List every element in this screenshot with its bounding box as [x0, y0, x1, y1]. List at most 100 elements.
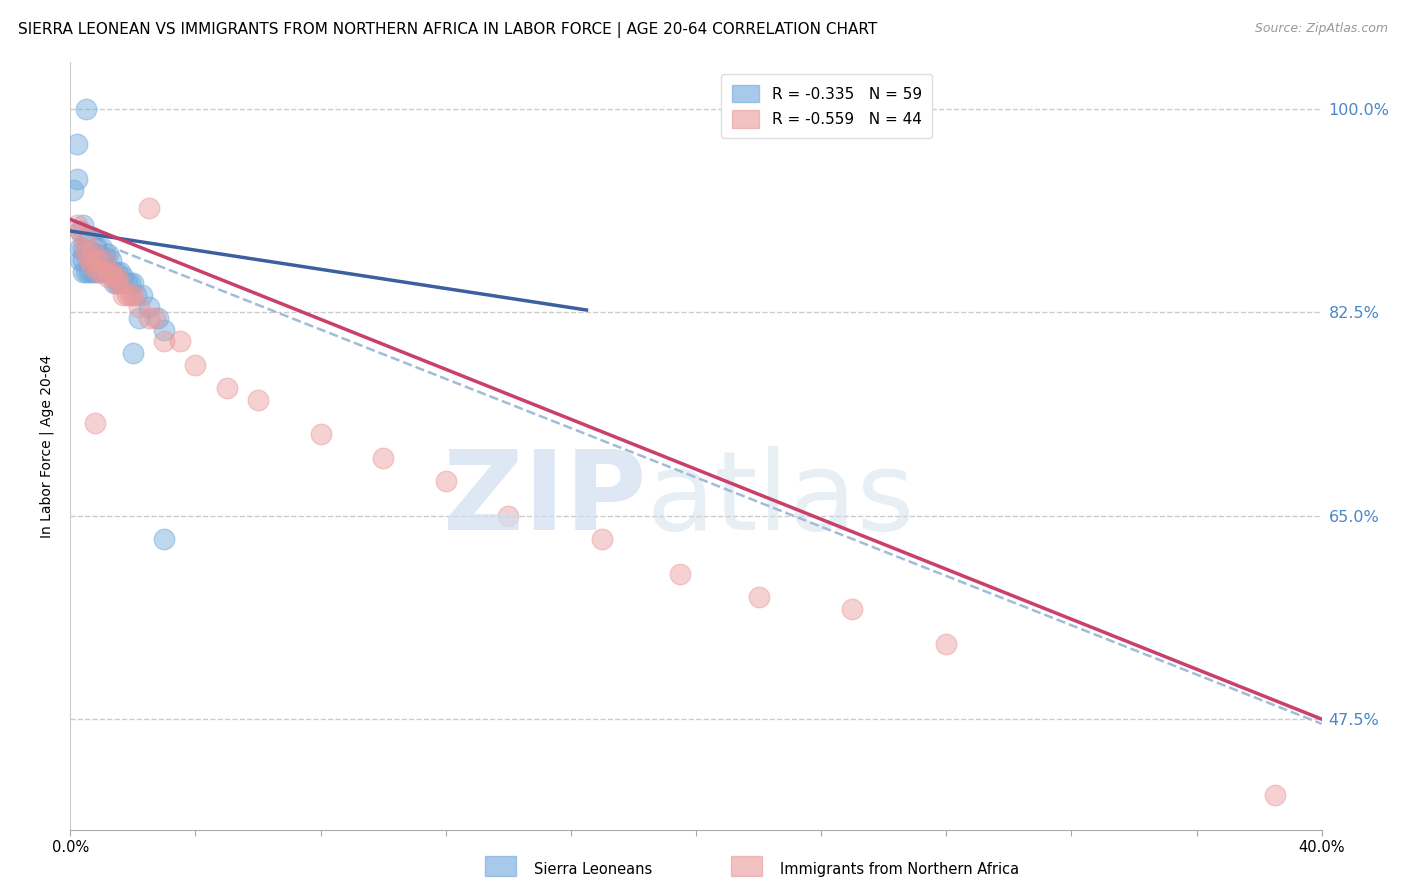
Point [84, 253, 107, 268]
Text: Sierra Leoneans: Sierra Leoneans [534, 863, 652, 877]
Point [75, 102, 97, 116]
Point [77, 253, 100, 268]
Point [935, 637, 957, 651]
Point [82, 241, 104, 255]
Point [371, 450, 394, 465]
Point [97, 270, 120, 285]
Point [65, 136, 87, 151]
Point [103, 270, 125, 285]
Point [103, 277, 125, 291]
Point [138, 201, 160, 215]
Point [146, 311, 169, 326]
Point [69, 224, 91, 238]
Point [77, 229, 100, 244]
Point [82, 229, 104, 244]
Point [75, 241, 97, 255]
Point [169, 334, 191, 349]
Point [121, 277, 145, 291]
Point [184, 358, 207, 372]
Point [121, 288, 145, 302]
Point [87, 265, 110, 279]
Point [110, 265, 132, 279]
Point [65, 171, 87, 186]
Point [87, 265, 110, 279]
Point [90, 265, 112, 279]
Point [82, 253, 104, 268]
Point [97, 265, 120, 279]
Point [143, 311, 166, 326]
Point [100, 265, 122, 279]
Point [82, 241, 104, 255]
Point [153, 532, 176, 546]
Point [118, 288, 141, 302]
Point [103, 265, 125, 279]
Point [97, 247, 120, 261]
Point [105, 265, 128, 279]
Text: Immigrants from Northern Africa: Immigrants from Northern Africa [780, 863, 1019, 877]
Point [498, 508, 520, 523]
Point [841, 601, 863, 615]
Point [75, 241, 97, 255]
Point [90, 265, 112, 279]
Point [215, 381, 238, 395]
Point [434, 474, 457, 488]
Point [75, 247, 97, 261]
Text: ZIP: ZIP [443, 446, 645, 553]
Point [69, 241, 91, 255]
Y-axis label: In Labor Force | Age 20-64: In Labor Force | Age 20-64 [39, 354, 53, 538]
Point [72, 265, 94, 279]
Point [105, 277, 128, 291]
Point [138, 311, 160, 326]
Legend: R = -0.335   N = 59, R = -0.559   N = 44: R = -0.335 N = 59, R = -0.559 N = 44 [721, 74, 932, 138]
Point [72, 253, 94, 268]
Point [128, 311, 150, 326]
Point [65, 218, 87, 232]
Point [84, 265, 107, 279]
Point [97, 265, 120, 279]
Point [115, 288, 138, 302]
Point [72, 229, 94, 244]
Point [1264, 788, 1286, 802]
Point [669, 566, 692, 581]
Point [93, 265, 115, 279]
Point [121, 346, 145, 360]
Point [72, 218, 94, 232]
Point [93, 247, 115, 261]
Point [153, 334, 176, 349]
Point [82, 259, 104, 273]
Point [84, 241, 107, 255]
Text: atlas: atlas [645, 446, 914, 553]
Point [93, 253, 115, 268]
Point [90, 241, 112, 255]
Point [591, 532, 613, 546]
Point [110, 277, 132, 291]
Point [118, 277, 141, 291]
Point [75, 229, 97, 244]
Point [75, 265, 97, 279]
Point [105, 277, 128, 291]
Point [748, 590, 770, 604]
Point [84, 416, 107, 430]
Point [138, 300, 160, 314]
Point [90, 253, 112, 268]
Point [100, 265, 122, 279]
Point [93, 253, 115, 268]
Point [112, 270, 135, 285]
Point [110, 277, 132, 291]
Point [112, 288, 135, 302]
Point [84, 247, 107, 261]
Point [77, 253, 100, 268]
Point [100, 253, 122, 268]
Point [77, 265, 100, 279]
Point [309, 427, 332, 442]
Point [105, 270, 128, 285]
Text: SIERRA LEONEAN VS IMMIGRANTS FROM NORTHERN AFRICA IN LABOR FORCE | AGE 20-64 COR: SIERRA LEONEAN VS IMMIGRANTS FROM NORTHE… [18, 22, 877, 38]
Point [69, 253, 91, 268]
Point [87, 241, 110, 255]
Point [115, 277, 138, 291]
Point [72, 241, 94, 255]
Point [247, 392, 270, 407]
Point [87, 253, 110, 268]
Point [125, 288, 148, 302]
Point [77, 241, 100, 255]
